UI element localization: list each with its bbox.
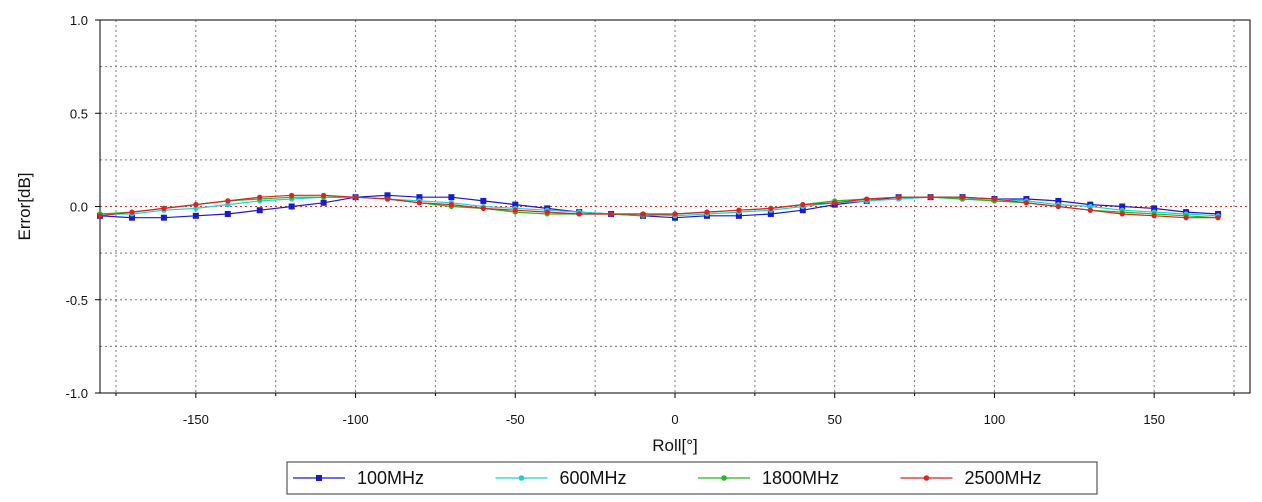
- legend-item-2500MHz: 2500MHz: [900, 468, 1042, 488]
- data-point: [1119, 211, 1125, 217]
- data-point: [320, 199, 327, 206]
- data-point: [416, 194, 423, 201]
- x-tick-label: 100: [984, 412, 1006, 427]
- data-point: [1087, 207, 1093, 213]
- data-point: [225, 198, 231, 204]
- legend-items: 100MHz 600MHz 1800MHz 2500MHz: [293, 468, 1042, 488]
- series-line: [99, 194, 1219, 219]
- data-point: [448, 202, 454, 208]
- data-point: [768, 205, 774, 211]
- data-point: [448, 194, 455, 201]
- legend-marker: [316, 475, 322, 481]
- data-point: [672, 211, 678, 217]
- data-point: [257, 194, 263, 200]
- data-point: [1055, 203, 1061, 210]
- axis-ticks: -150 -100 -50 0 50 100 150 1.0 0.5 0.0 -0.5 -1.0: [66, 13, 1235, 427]
- x-tick-label: 0: [671, 412, 678, 427]
- y-tick-label: 0.5: [70, 106, 88, 121]
- legend-item-1800MHz: 1800MHz: [698, 468, 839, 488]
- data-point: [544, 209, 550, 215]
- data-point: [1023, 200, 1029, 206]
- series-line: [99, 194, 1219, 219]
- data-point: [576, 211, 582, 217]
- data-point: [735, 212, 742, 219]
- data-point: [416, 200, 423, 206]
- legend-label: 1800MHz: [762, 468, 839, 488]
- legend-label: 100MHz: [357, 468, 424, 488]
- series-layer: [97, 192, 1222, 221]
- data-point: [512, 207, 518, 213]
- data-point: [193, 202, 199, 208]
- data-point: [352, 194, 359, 200]
- data-point: [224, 210, 231, 217]
- legend-label: 2500MHz: [965, 468, 1042, 488]
- data-point: [256, 207, 263, 214]
- data-point: [512, 201, 519, 208]
- data-point: [767, 210, 774, 217]
- data-point: [736, 207, 742, 213]
- data-point: [129, 209, 135, 215]
- data-point: [193, 205, 199, 211]
- grid-lines: [100, 20, 1250, 393]
- data-point: [1151, 205, 1158, 212]
- data-point: [608, 211, 614, 217]
- data-point: [384, 192, 391, 199]
- data-point: [640, 211, 646, 217]
- data-point: [480, 205, 486, 211]
- legend-box: [286, 461, 1098, 495]
- data-point: [1119, 203, 1126, 210]
- x-tick-label: -100: [343, 412, 369, 427]
- x-tick-label: 50: [827, 412, 841, 427]
- series-2500MHz: [97, 192, 1221, 221]
- data-point: [321, 192, 327, 198]
- data-point: [704, 209, 710, 215]
- legend-marker: [923, 475, 930, 481]
- legend-marker: [721, 475, 727, 481]
- x-tick-label: -50: [506, 412, 525, 427]
- data-point: [1215, 215, 1221, 221]
- data-point: [128, 214, 135, 221]
- legend-item-100MHz: 100MHz: [293, 468, 424, 488]
- data-point: [480, 197, 487, 204]
- data-point: [1055, 197, 1062, 204]
- data-point: [384, 196, 391, 202]
- data-point: [832, 200, 838, 206]
- data-point: [799, 207, 806, 214]
- y-axis-title: Error[dB]: [15, 172, 34, 240]
- data-point: [927, 194, 934, 200]
- x-tick-label: -150: [183, 412, 209, 427]
- y-tick-label: 1.0: [70, 13, 88, 28]
- y-tick-label: -0.5: [66, 293, 88, 308]
- x-axis-title: Roll[°]: [652, 436, 698, 455]
- data-point: [225, 202, 231, 208]
- data-point: [288, 203, 295, 210]
- data-point: [97, 213, 103, 219]
- data-point: [864, 196, 870, 202]
- data-point: [800, 202, 806, 208]
- x-tick-label: 150: [1143, 412, 1165, 427]
- legend: 100MHz 600MHz 1800MHz 2500MHz: [286, 461, 1098, 495]
- data-point: [160, 214, 167, 221]
- data-point: [192, 212, 199, 219]
- data-point: [959, 194, 966, 200]
- legend-item-600MHz: 600MHz: [495, 468, 627, 488]
- y-tick-label: -1.0: [66, 386, 88, 401]
- data-point: [896, 194, 902, 200]
- data-point: [1151, 213, 1157, 219]
- legend-label: 600MHz: [560, 468, 627, 488]
- data-point: [289, 192, 295, 198]
- data-point: [991, 196, 998, 202]
- y-tick-label: 0.0: [70, 200, 88, 215]
- data-point: [1183, 215, 1189, 221]
- data-point: [1087, 203, 1093, 210]
- data-point: [161, 205, 167, 211]
- legend-marker: [518, 475, 525, 481]
